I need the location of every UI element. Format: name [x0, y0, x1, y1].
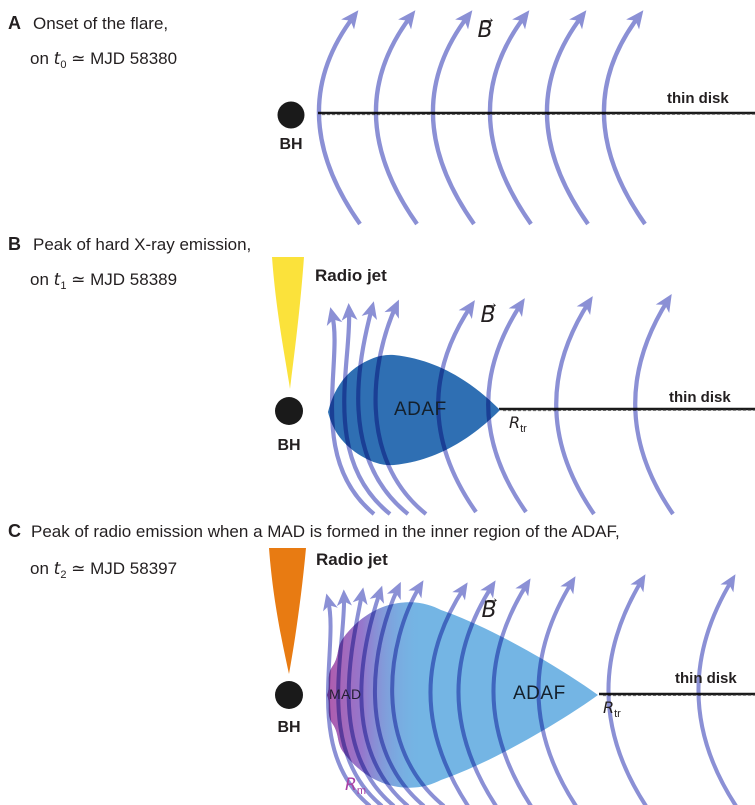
- vector-arrow-icon: →: [483, 295, 499, 312]
- panel-time-b: on t1 ≃ MJD 58389: [30, 270, 178, 292]
- panel-time-a: on t0 ≃ MJD 58380: [30, 49, 178, 71]
- radio-jet-cone-c: [269, 548, 306, 674]
- field-line: [606, 574, 648, 805]
- radius-subscript: tr: [614, 708, 621, 720]
- black-hole: [275, 681, 303, 709]
- time-value: ≃ MJD 58397: [66, 559, 178, 578]
- thin-disk-label-b: thin disk: [669, 389, 731, 406]
- field-line: [390, 580, 446, 805]
- b-field-label-c: → B: [481, 590, 500, 623]
- mad-label-c: MAD: [329, 686, 362, 702]
- thin-disk-label-c: thin disk: [675, 670, 737, 687]
- black-hole: [275, 397, 303, 425]
- radius-symbol: R: [509, 413, 521, 432]
- time-value: ≃ MJD 58380: [66, 49, 178, 68]
- field-line: [359, 585, 410, 805]
- radius-symbol: R: [603, 698, 615, 717]
- panel-title-c: Peak of radio emission when a MAD is for…: [31, 522, 620, 541]
- vector-arrow-icon: →: [480, 10, 496, 27]
- time-variable: t: [53, 559, 61, 579]
- thin-disk-label-a: thin disk: [667, 90, 729, 107]
- field-line: [601, 10, 647, 226]
- panel-letter-a: A: [8, 13, 21, 33]
- time-value: ≃ MJD 58389: [66, 270, 178, 289]
- black-hole: [277, 101, 305, 129]
- field-line: [554, 296, 596, 516]
- radio-jet-label-c: Radio jet: [316, 550, 388, 569]
- panel-letter-b: B: [8, 234, 21, 254]
- b-field-label-b: → B: [480, 295, 499, 328]
- vector-arrow-icon: →: [484, 590, 500, 607]
- field-line: [326, 307, 376, 516]
- field-lines-a: [316, 10, 647, 226]
- panel-title-b: Peak of hard X-ray emission,: [33, 235, 252, 254]
- time-prefix: on: [30, 559, 54, 578]
- field-line: [373, 10, 419, 226]
- time-subscript: 1: [60, 280, 67, 292]
- b-symbol: B: [481, 597, 497, 623]
- panel-time-c: on t2 ≃ MJD 58397: [30, 559, 178, 581]
- time-prefix: on: [30, 49, 54, 68]
- panel-b-drawing: [272, 257, 755, 516]
- radius-subscript: tr: [520, 423, 527, 435]
- field-line: [372, 581, 426, 805]
- bh-label-b: BH: [277, 437, 301, 454]
- rtr-label-c: Rtr: [603, 698, 621, 720]
- field-line: [696, 574, 738, 805]
- rm-label-c: Rm: [345, 775, 366, 797]
- radius-symbol: R: [345, 775, 357, 795]
- panel-title-a: Onset of the flare,: [33, 14, 169, 33]
- adaf-label-b: ADAF: [394, 399, 447, 420]
- field-line: [316, 10, 362, 226]
- adaf-label-c: ADAF: [513, 683, 566, 704]
- panel-a-drawing: [277, 10, 755, 226]
- field-line: [341, 302, 392, 516]
- field-line: [633, 294, 675, 516]
- time-variable: t: [53, 270, 61, 290]
- field-line: [430, 10, 476, 226]
- radius-subscript: m: [356, 785, 366, 797]
- time-prefix: on: [30, 270, 54, 289]
- b-symbol: B: [477, 17, 493, 43]
- time-subscript: 2: [60, 569, 67, 581]
- field-lines-b: [326, 294, 675, 516]
- bh-label-a: BH: [279, 136, 303, 153]
- b-field-label-a: → B: [477, 10, 496, 43]
- field-line: [428, 582, 470, 805]
- bh-label-c: BH: [277, 719, 301, 736]
- field-line: [544, 10, 590, 226]
- radio-jet-label-b: Radio jet: [315, 266, 387, 285]
- time-subscript: 0: [60, 59, 67, 71]
- b-symbol: B: [480, 302, 496, 328]
- rtr-label-b: Rtr: [509, 413, 527, 435]
- field-line: [487, 10, 533, 226]
- radio-jet-cone-b: [272, 257, 304, 389]
- time-variable: t: [53, 49, 61, 69]
- field-line: [486, 298, 528, 514]
- panel-letter-c: C: [8, 521, 21, 541]
